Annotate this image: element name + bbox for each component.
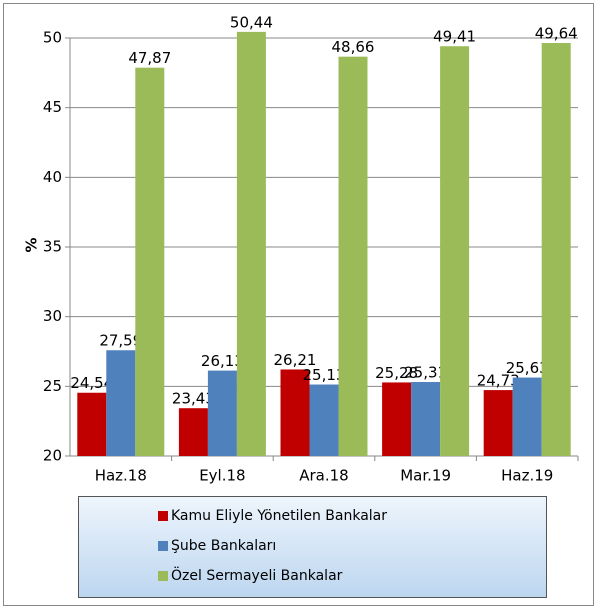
y-tick-label: 20 (43, 447, 62, 465)
y-axis-label: % (23, 237, 41, 252)
bar (512, 377, 542, 456)
x-tick-label: Ara.18 (299, 467, 348, 485)
legend-box (78, 496, 547, 598)
bar (483, 390, 513, 456)
bar (106, 350, 136, 456)
value-label: 27,59 (99, 332, 142, 350)
value-label: 49,41 (433, 28, 476, 46)
legend-label: Özel Sermayeli Bankalar (171, 566, 343, 584)
bar (541, 43, 571, 457)
chart-border (3, 3, 594, 606)
y-tick-label: 25 (43, 377, 62, 395)
value-label: 50,44 (230, 13, 273, 31)
legend-swatch (158, 571, 168, 581)
y-tick-label: 50 (43, 29, 62, 47)
bar (411, 382, 441, 456)
legend-swatch (158, 511, 168, 521)
value-label: 47,87 (128, 49, 171, 67)
value-label: 48,66 (332, 38, 375, 56)
bar (135, 67, 165, 456)
value-label: 25,63 (506, 359, 549, 377)
y-tick-label: 45 (43, 98, 62, 116)
value-label: 26,21 (274, 351, 317, 369)
value-label: 23,43 (172, 390, 215, 408)
value-label: 26,13 (201, 352, 244, 370)
x-tick-label: Eyl.18 (199, 467, 245, 485)
y-tick-label: 35 (43, 238, 62, 256)
y-tick-label: 30 (43, 307, 62, 325)
bar (77, 392, 107, 456)
legend-swatch (158, 541, 168, 551)
value-label: 24,73 (477, 372, 520, 390)
bar (338, 56, 368, 457)
value-label: 24,54 (70, 374, 113, 392)
bar (236, 31, 266, 457)
value-label: 25,28 (375, 364, 418, 382)
value-label: 49,64 (535, 25, 578, 43)
legend-label: Kamu Eliyle Yönetilen Bankalar (171, 508, 387, 524)
value-label: 25,31 (404, 364, 447, 382)
x-tick-label: Haz.19 (501, 467, 553, 485)
x-tick-label: Haz.18 (95, 467, 147, 485)
bar (280, 369, 310, 456)
y-tick-label: 40 (43, 168, 62, 186)
x-tick-label: Mar.19 (400, 467, 451, 485)
bar (382, 382, 412, 456)
bar (207, 370, 237, 456)
value-label: 25,13 (303, 366, 346, 384)
bar (178, 408, 208, 456)
bar (440, 46, 470, 456)
bar (309, 384, 339, 456)
legend-label: Şube Bankaları (171, 538, 276, 554)
legend: Kamu Eliyle Yönetilen Bankalar Şube Banka… (158, 508, 387, 584)
